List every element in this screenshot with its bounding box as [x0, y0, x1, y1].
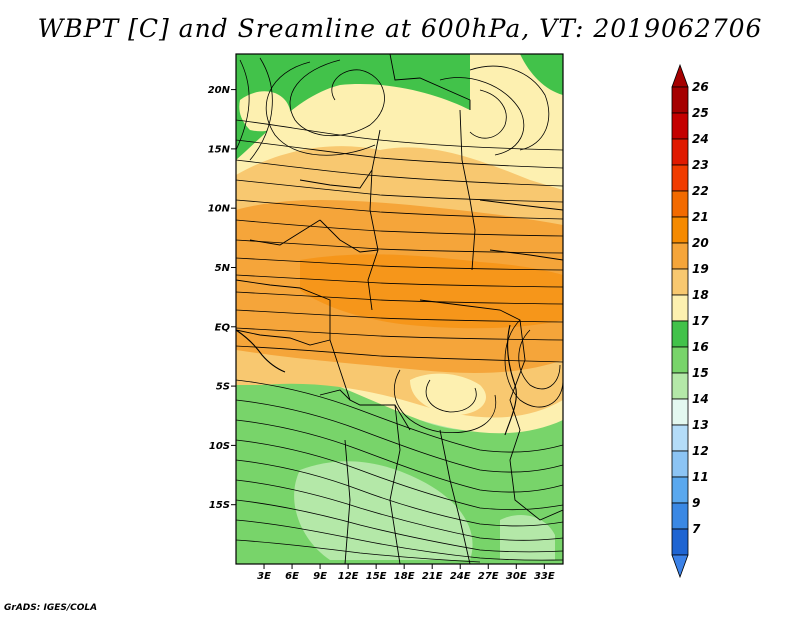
- field-pale-patch-north: [239, 91, 290, 132]
- lon-tick-label: 27E: [478, 571, 499, 582]
- lat-tick-label: 15N: [208, 144, 231, 155]
- colorbar-box: [671, 450, 689, 478]
- lon-tick-label: 3E: [257, 571, 271, 582]
- colorbar-box: [671, 320, 689, 348]
- colorbar-label: 7: [692, 522, 701, 536]
- colorbar-box: [671, 372, 689, 400]
- footer-credit: GrADS: IGES/COLA: [4, 603, 98, 613]
- colorbar-label: 9: [692, 496, 700, 510]
- colorbar: 26 25 24 23 22 21 20 19 18 17 16 15 14 13 12 11 9 7: [671, 63, 709, 579]
- colorbar-label: 20: [692, 236, 709, 250]
- colorbar-box: [671, 346, 689, 374]
- colorbar-label: 26: [692, 80, 709, 94]
- colorbar-box: [671, 268, 689, 296]
- colorbar-label: 23: [692, 158, 709, 172]
- field-light-green-patch: [294, 461, 473, 560]
- colorbar-top-triangle: [671, 63, 689, 88]
- colorbar-label: 16: [692, 340, 709, 354]
- lon-tick-label: 33E: [534, 571, 555, 582]
- colorbar-label: 13: [692, 418, 709, 432]
- colorbar-label: 21: [692, 210, 709, 224]
- colorbar-label: 24: [692, 132, 709, 146]
- colorbar-box: [671, 190, 689, 218]
- colorbar-label: 19: [692, 262, 709, 276]
- colorbar-box: [671, 86, 689, 114]
- lon-tick-label: 30E: [506, 571, 527, 582]
- lat-tick-label: 10S: [209, 441, 230, 452]
- colorbar-box: [671, 138, 689, 166]
- lat-tick-label: 20N: [208, 85, 231, 96]
- colorbar-box: [671, 476, 689, 504]
- colorbar-label: 15: [692, 366, 709, 380]
- colorbar-box: [671, 242, 689, 270]
- lat-tick-label: 5N: [215, 263, 231, 274]
- colorbar-box: [671, 528, 689, 556]
- political-boundaries: [236, 54, 563, 564]
- colorbar-box: [671, 502, 689, 530]
- field-pale-patch-center: [410, 373, 486, 415]
- colorbar-label: 11: [692, 470, 709, 484]
- colorbar-box: [671, 398, 689, 426]
- colorbar-label: 18: [692, 288, 709, 302]
- lat-tick-label: 10N: [208, 204, 231, 215]
- colorbar-label: 14: [692, 392, 709, 406]
- lon-tick-label: 18E: [394, 571, 415, 582]
- field-dark-green-north: [236, 54, 470, 160]
- lon-tick-label: 6E: [285, 571, 299, 582]
- lat-tick-label: EQ: [215, 322, 231, 333]
- lon-tick-label: 15E: [366, 571, 387, 582]
- colorbar-box: [671, 294, 689, 322]
- lon-tick-label: 21E: [422, 571, 443, 582]
- colorbar-box: [671, 424, 689, 452]
- latitude-axis: 20N 15N 10N 5N EQ 5S 10S 15S: [208, 85, 236, 511]
- streamlines: [236, 57, 563, 563]
- colorbar-label: 12: [692, 444, 709, 458]
- chart-title: WBPT [C] and Sreamline at 600hPa, VT: 20…: [37, 14, 763, 43]
- lon-tick-label: 9E: [313, 571, 327, 582]
- colorbar-box: [671, 112, 689, 140]
- field-dark-green-patch-ne: [520, 54, 563, 95]
- colorbar-bottom-triangle: [671, 554, 689, 579]
- lat-tick-label: 15S: [209, 500, 230, 511]
- lon-tick-label: 24E: [450, 571, 471, 582]
- lat-tick-label: 5S: [216, 382, 230, 393]
- coastline: [235, 324, 517, 436]
- colorbar-label: 25: [692, 106, 709, 120]
- colorbar-box: [671, 216, 689, 244]
- colorbar-label: 22: [692, 184, 709, 198]
- wbpt-field: [236, 54, 563, 564]
- map-frame: [235, 53, 564, 565]
- lon-tick-label: 12E: [338, 571, 359, 582]
- longitude-axis: 3E 6E 9E 12E 15E 18E 21E 24E 27E 30E 33E: [257, 564, 555, 582]
- field-light-green-patch-east: [500, 515, 555, 560]
- colorbar-label: 17: [692, 314, 709, 328]
- colorbar-box: [671, 164, 689, 192]
